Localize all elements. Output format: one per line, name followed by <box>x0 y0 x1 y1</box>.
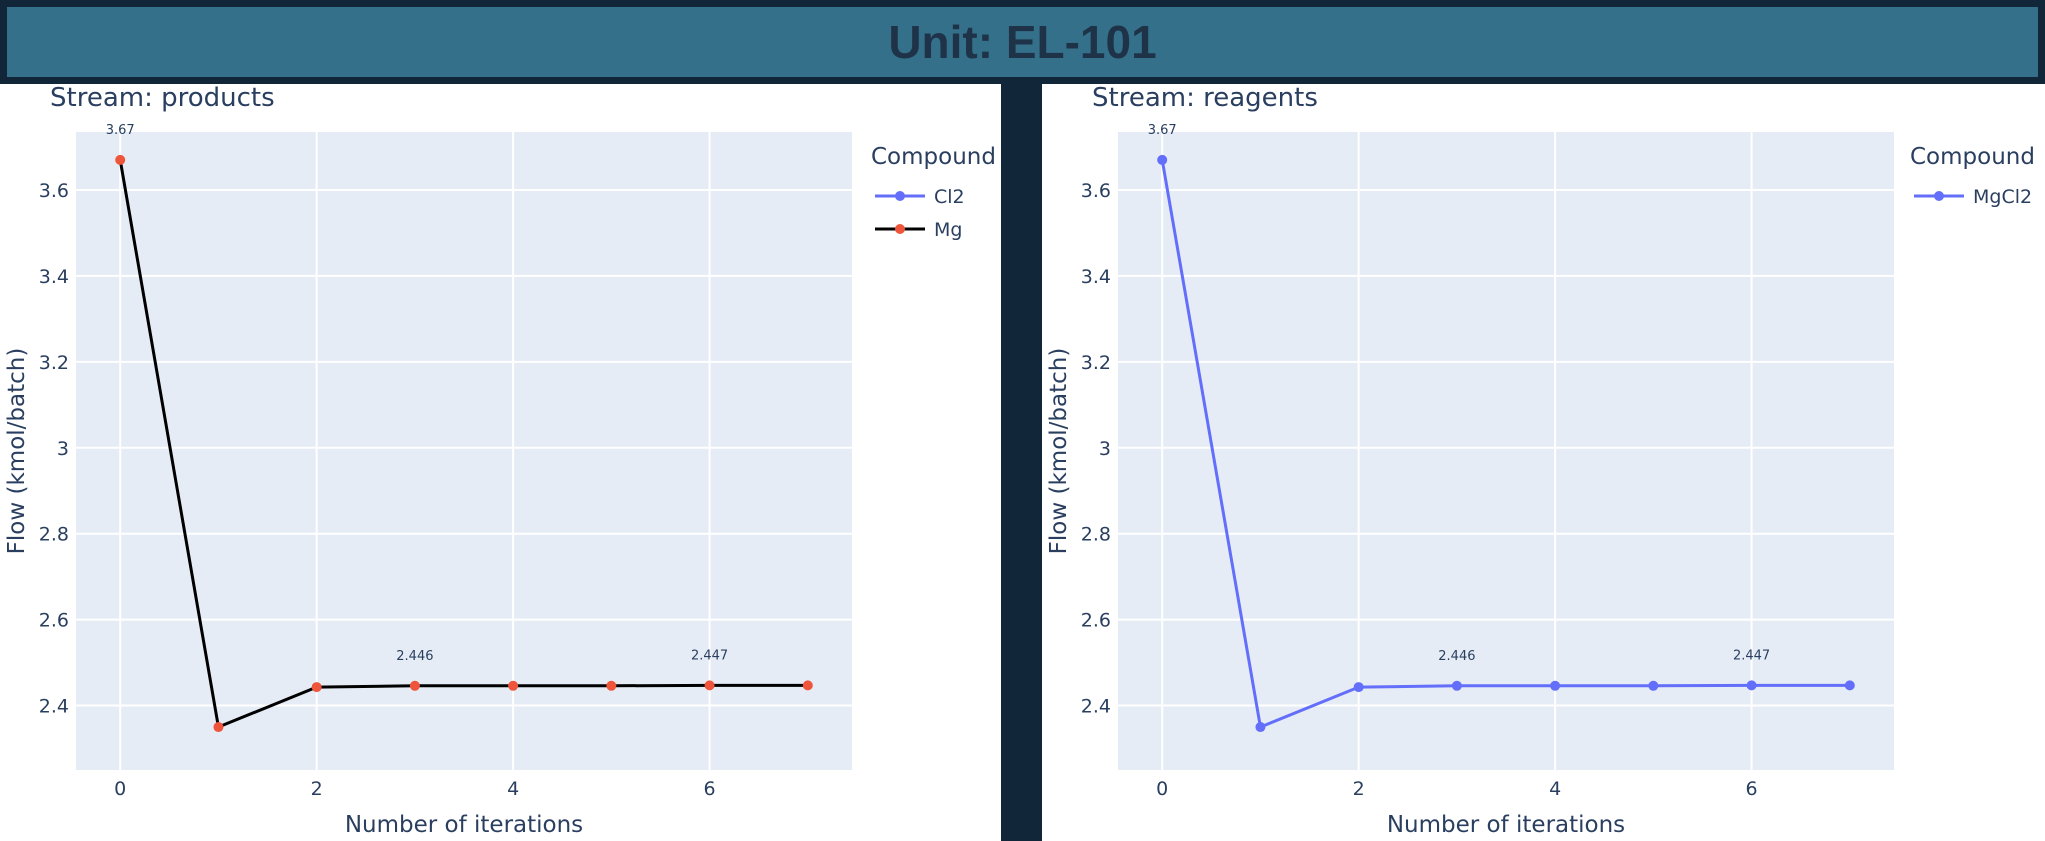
y-tick-label: 3.2 <box>1081 352 1111 374</box>
data-label: 2.446 <box>1438 649 1475 664</box>
reagents-chart: Stream: reagents 2.4 2.6 2.8 3 3.2 3.4 3.6 0 2 4 6 N… <box>1046 84 2035 838</box>
y-tick-label: 2.6 <box>1081 610 1111 632</box>
data-point <box>704 680 715 691</box>
x-tick-label: 4 <box>1549 778 1561 800</box>
chart-panel-products: Stream: products 2.4 2.6 2.8 3 3.2 3.4 3.6 0 2 4 6 N… <box>0 84 1001 841</box>
data-point <box>1648 680 1659 691</box>
x-axis-label: Number of iterations <box>1387 812 1625 838</box>
page-title: Unit: EL-101 <box>888 16 1157 68</box>
x-axis-label: Number of iterations <box>345 812 583 838</box>
legend-item-label: MgCl2 <box>1973 186 2032 208</box>
data-point <box>1451 680 1462 691</box>
data-point <box>508 680 519 691</box>
y-tick-label: 3 <box>57 438 69 460</box>
data-point <box>1353 682 1364 693</box>
x-tick-label: 2 <box>311 778 323 800</box>
legend-title: Compound <box>1910 144 2035 170</box>
y-tick-label: 3.6 <box>39 180 69 202</box>
y-tick-label: 3.4 <box>39 266 69 288</box>
unit-header: Unit: EL-101 <box>7 7 2038 77</box>
legend-item-label: Cl2 <box>934 186 965 208</box>
x-tick-label: 0 <box>1156 778 1168 800</box>
legend-title: Compound <box>871 144 996 170</box>
x-tick-label: 6 <box>1746 778 1758 800</box>
series-line <box>1160 159 1850 729</box>
data-point <box>1255 722 1266 733</box>
y-axis-label: Flow (kmol/batch) <box>4 348 30 555</box>
x-tick-label: 6 <box>704 778 716 800</box>
legend-marker <box>895 191 905 201</box>
y-tick-label: 2.8 <box>39 524 69 546</box>
x-tick-label: 2 <box>1353 778 1365 800</box>
y-tick-label: 2.4 <box>39 696 69 718</box>
legend-item-label: Mg <box>934 219 962 241</box>
y-tick-label: 2.8 <box>1081 524 1111 546</box>
series-line <box>118 159 808 729</box>
x-tick-label: 4 <box>507 778 519 800</box>
data-point <box>409 680 420 691</box>
products-chart: Stream: products 2.4 2.6 2.8 3 3.2 3.4 3.6 0 2 4 6 N… <box>4 84 996 838</box>
y-tick-label: 2.6 <box>39 610 69 632</box>
y-tick-label: 3 <box>1099 438 1111 460</box>
data-label: 2.446 <box>396 649 433 664</box>
y-axis-label: Flow (kmol/batch) <box>1046 348 1072 555</box>
data-label: 3.67 <box>106 123 135 138</box>
data-point <box>1746 680 1757 691</box>
y-tick-label: 3.4 <box>1081 266 1111 288</box>
data-label: 2.447 <box>691 648 728 663</box>
y-tick-label: 3.2 <box>39 352 69 374</box>
data-point <box>213 722 224 733</box>
y-tick-label: 3.6 <box>1081 180 1111 202</box>
data-point <box>606 680 617 691</box>
data-label: 2.447 <box>1733 648 1770 663</box>
data-point <box>802 680 813 691</box>
data-point <box>311 682 322 693</box>
data-point <box>1844 680 1855 691</box>
plot-area <box>76 132 852 770</box>
chart-title: Stream: reagents <box>1092 84 1318 113</box>
legend-marker <box>895 224 905 234</box>
chart-panel-reagents: Stream: reagents 2.4 2.6 2.8 3 3.2 3.4 3.6 0 2 4 6 N… <box>1042 84 2045 841</box>
y-tick-label: 2.4 <box>1081 696 1111 718</box>
data-point <box>115 154 126 165</box>
data-point <box>1157 154 1168 165</box>
data-label: 3.67 <box>1148 123 1177 138</box>
plot-area <box>1118 132 1894 770</box>
chart-title: Stream: products <box>50 84 275 113</box>
data-point <box>1550 680 1561 691</box>
x-tick-label: 0 <box>114 778 126 800</box>
legend-marker <box>1934 191 1944 201</box>
